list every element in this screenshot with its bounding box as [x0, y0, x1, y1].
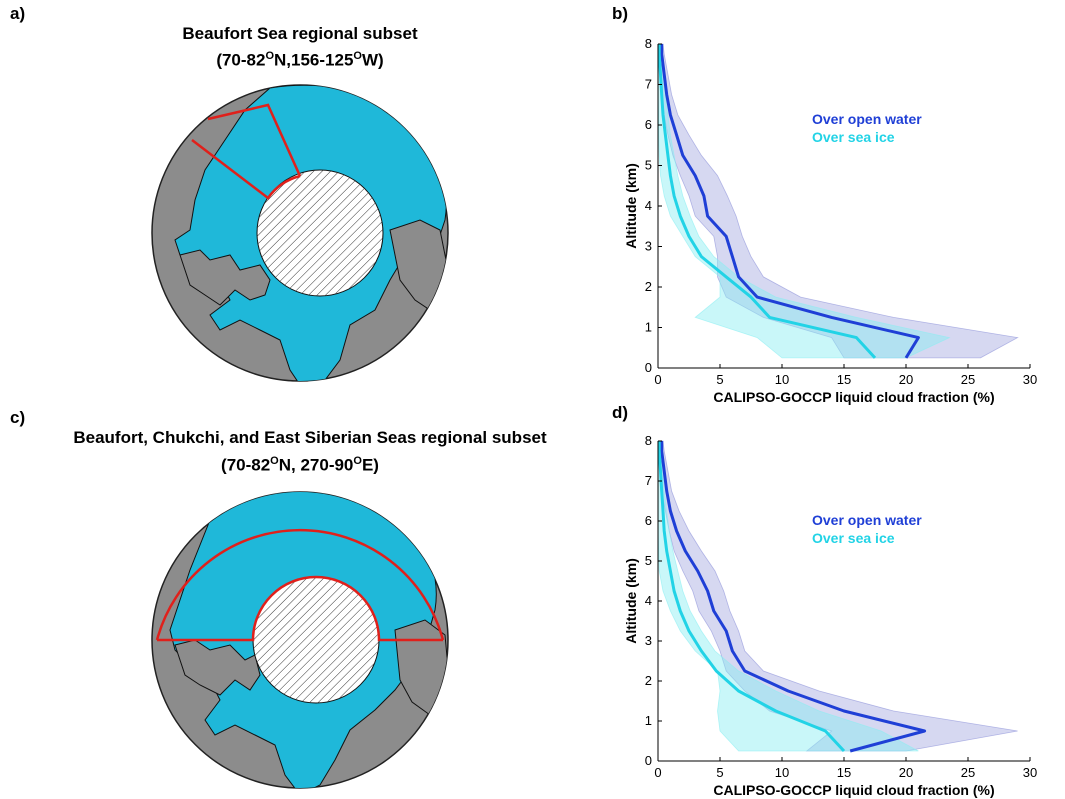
map-c-title-part2: N, 270-90	[278, 455, 354, 475]
map-c	[151, 491, 449, 789]
map-a-degree-sup2: O	[353, 50, 362, 62]
chart-b-xtick-label: 5	[716, 372, 723, 387]
chart-b-xlabel: CALIPSO-GOCCP liquid cloud fraction (%)	[713, 389, 994, 405]
chart-d-ytick-label: 0	[645, 753, 652, 768]
chart-b-ytick-label: 7	[645, 77, 652, 92]
map-c-title-line2: (70-82ON, 270-90OE)	[140, 455, 460, 476]
map-c-archipelago	[174, 639, 261, 696]
map-a-archipelago	[179, 249, 271, 306]
chart-b-ytick-label: 5	[645, 158, 652, 173]
map-a-title-part3: W)	[361, 50, 384, 70]
panel-a-letter: a)	[10, 4, 26, 23]
chart-d-legend-1: Over sea ice	[812, 530, 895, 546]
chart-b-ytick-label: 6	[645, 117, 652, 132]
map-c-pole-hatch	[253, 577, 379, 703]
map-a-pole-hatch	[257, 170, 383, 296]
chart-b-ytick-label: 8	[645, 36, 652, 51]
chart-b-ytick-label: 4	[645, 198, 652, 213]
chart-b-xtick-label: 20	[899, 372, 913, 387]
chart-b-xtick-label: 0	[654, 372, 661, 387]
map-a-title-line1: Beaufort Sea regional subset	[182, 24, 418, 43]
chart-d-xlabel: CALIPSO-GOCCP liquid cloud fraction (%)	[713, 782, 994, 798]
chart-b-xtick-label: 25	[961, 372, 975, 387]
map-c-degree-sup2: O	[353, 455, 362, 467]
chart-d-xtick-label: 15	[837, 765, 851, 780]
chart-d-legend-0: Over open water	[812, 512, 922, 528]
chart-d-ytick-label: 1	[645, 713, 652, 728]
map-a-degree-sup1: O	[265, 50, 275, 62]
map-a-title-part1: (70-82	[216, 50, 266, 70]
chart-d-ytick-label: 3	[645, 633, 652, 648]
chart-b-legend-1: Over sea ice	[812, 129, 895, 145]
panel-d-letter: d)	[612, 403, 629, 422]
map-a-region-outline	[191, 103, 302, 200]
chart-d-ytick-label: 5	[645, 553, 652, 568]
chart-d-ytick-label: 4	[645, 593, 652, 608]
map-a-title-line2: (70-82ON,156-125OW)	[140, 50, 460, 71]
map-a	[151, 84, 449, 382]
chart-d-xtick-label: 0	[654, 765, 661, 780]
chart-b-legend-0: Over open water	[812, 111, 922, 127]
chart-d-xtick-label: 20	[899, 765, 913, 780]
map-a-title-part2: N,156-125	[274, 50, 354, 70]
chart-d-xtick-label: 10	[775, 765, 789, 780]
chart-d-xtick-label: 30	[1023, 765, 1037, 780]
chart-d-ylabel: Altitude (km)	[623, 558, 639, 644]
chart-b-xtick-label: 15	[837, 372, 851, 387]
chart-d-xtick-label: 5	[716, 765, 723, 780]
chart-b-ytick-label: 0	[645, 360, 652, 375]
chart-b-xtick-label: 10	[775, 372, 789, 387]
panel-c-letter: c)	[10, 408, 26, 427]
map-c-degree-sup1: O	[270, 455, 279, 467]
chart-d-ytick-label: 2	[645, 673, 652, 688]
chart-b-ytick-label: 3	[645, 239, 652, 254]
chart-d-xtick-label: 25	[961, 765, 975, 780]
map-c-title-part3: E)	[361, 455, 379, 475]
chart-b-ytick-label: 1	[645, 320, 652, 335]
chart-d-ytick-label: 7	[645, 473, 652, 488]
chart-d: 0 5 10 15 20 25 30 0 1 2 3 4 5 6 7 8 CALIPSO-GOCCP liqui…	[623, 433, 1037, 798]
chart-b: 0 5 10 15 20 25 30 0 1 2 3 4 5 6 7 8 CALIPSO-GOCCP liqui…	[623, 36, 1037, 405]
chart-d-ytick-label: 6	[645, 513, 652, 528]
panel-b-letter: b)	[612, 4, 629, 23]
chart-d-ytick-label: 8	[645, 433, 652, 448]
chart-b-ylabel: Altitude (km)	[623, 163, 639, 249]
chart-b-xtick-label: 30	[1023, 372, 1037, 387]
map-c-title-line1: Beaufort, Chukchi, and East Siberian Sea…	[73, 428, 547, 447]
chart-b-ytick-label: 2	[645, 279, 652, 294]
chart-d-band-0	[658, 440, 1018, 752]
map-c-title-part1: (70-82	[221, 455, 271, 475]
map-c-region-outline	[155, 528, 445, 642]
